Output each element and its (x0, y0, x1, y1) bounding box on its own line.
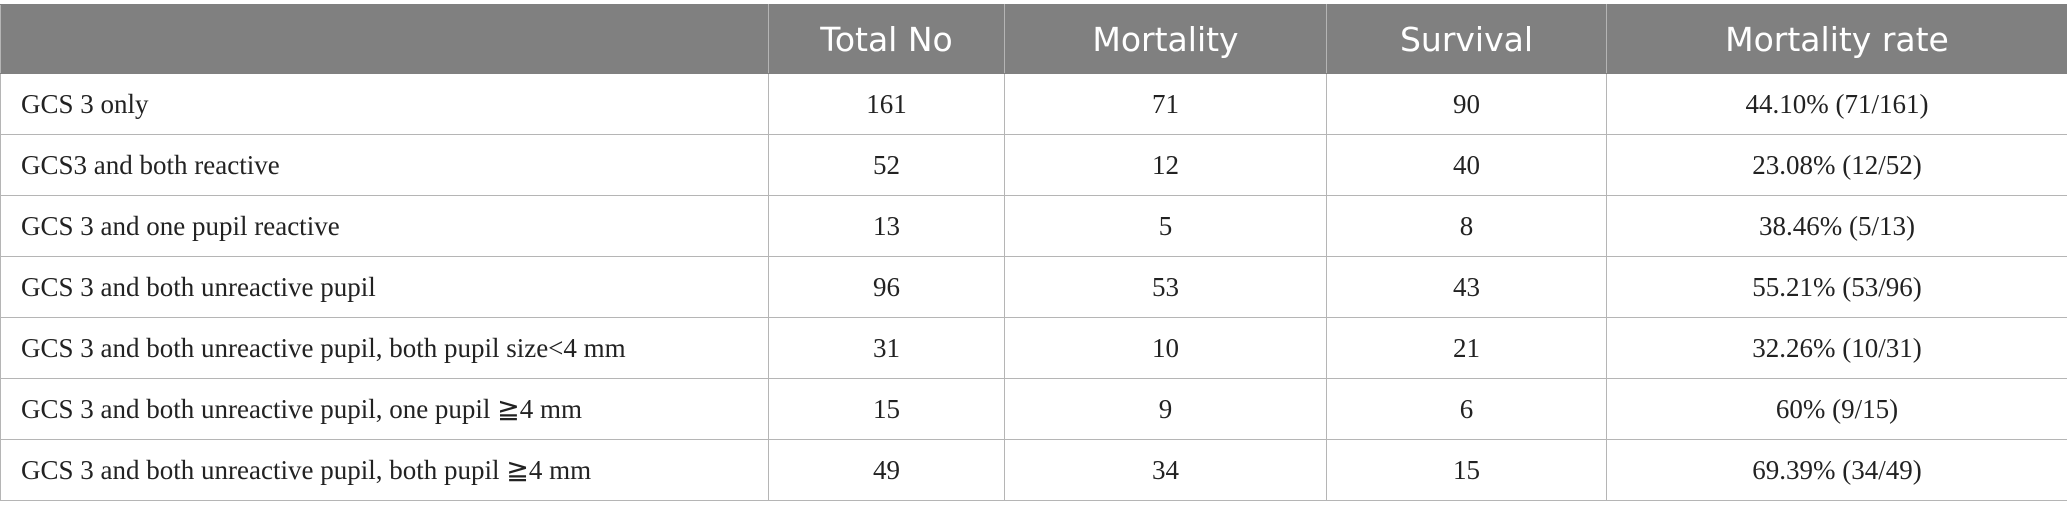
mortality-cell: 34 (1004, 439, 1327, 501)
mortality-rate-cell: 23.08% (12/52) (1606, 134, 2067, 196)
total-no-cell: 31 (768, 317, 1005, 379)
mortality-rate-cell: 55.21% (53/96) (1606, 256, 2067, 318)
header-row: Total No Mortality Survival Mortality ra… (0, 4, 2067, 74)
survival-cell: 40 (1326, 134, 1607, 196)
row-label: GCS 3 and both unreactive pupil, one pup… (0, 378, 769, 440)
mortality-rate-cell: 38.46% (5/13) (1606, 195, 2067, 257)
row-label: GCS 3 and both unreactive pupil, both pu… (0, 317, 769, 379)
row-label: GCS 3 and one pupil reactive (0, 195, 769, 257)
total-no-cell: 15 (768, 378, 1005, 440)
row-label: GCS 3 only (0, 73, 769, 135)
table-body: GCS 3 only 161 71 90 44.10% (71/161) GCS… (0, 73, 2067, 501)
survival-cell: 15 (1326, 439, 1607, 501)
table-header: Total No Mortality Survival Mortality ra… (0, 4, 2067, 74)
mortality-table: Total No Mortality Survival Mortality ra… (0, 4, 2067, 501)
row-label: GCS3 and both reactive (0, 134, 769, 196)
survival-cell: 8 (1326, 195, 1607, 257)
mortality-cell: 12 (1004, 134, 1327, 196)
header-cell-total-no: Total No (768, 4, 1005, 74)
mortality-rate-cell: 60% (9/15) (1606, 378, 2067, 440)
table-row: GCS 3 and both unreactive pupil, one pup… (0, 378, 2067, 440)
total-no-cell: 161 (768, 73, 1005, 135)
table-row: GCS 3 and one pupil reactive 13 5 8 38.4… (0, 195, 2067, 257)
total-no-cell: 96 (768, 256, 1005, 318)
mortality-cell: 53 (1004, 256, 1327, 318)
header-cell-survival: Survival (1326, 4, 1607, 74)
row-label: GCS 3 and both unreactive pupil, both pu… (0, 439, 769, 501)
mortality-cell: 71 (1004, 73, 1327, 135)
survival-cell: 90 (1326, 73, 1607, 135)
table-row: GCS 3 and both unreactive pupil, both pu… (0, 317, 2067, 379)
total-no-cell: 13 (768, 195, 1005, 257)
row-label: GCS 3 and both unreactive pupil (0, 256, 769, 318)
table-row: GCS3 and both reactive 52 12 40 23.08% (… (0, 134, 2067, 196)
mortality-cell: 5 (1004, 195, 1327, 257)
mortality-rate-cell: 69.39% (34/49) (1606, 439, 2067, 501)
survival-cell: 43 (1326, 256, 1607, 318)
header-cell-mortality-rate: Mortality rate (1606, 4, 2067, 74)
mortality-rate-cell: 32.26% (10/31) (1606, 317, 2067, 379)
mortality-rate-cell: 44.10% (71/161) (1606, 73, 2067, 135)
header-cell-label (0, 4, 769, 74)
survival-cell: 6 (1326, 378, 1607, 440)
mortality-cell: 9 (1004, 378, 1327, 440)
table-row: GCS 3 and both unreactive pupil 96 53 43… (0, 256, 2067, 318)
data-table-container: Total No Mortality Survival Mortality ra… (0, 4, 2067, 501)
survival-cell: 21 (1326, 317, 1607, 379)
mortality-cell: 10 (1004, 317, 1327, 379)
table-row: GCS 3 and both unreactive pupil, both pu… (0, 439, 2067, 501)
total-no-cell: 49 (768, 439, 1005, 501)
total-no-cell: 52 (768, 134, 1005, 196)
header-cell-mortality: Mortality (1004, 4, 1327, 74)
table-row: GCS 3 only 161 71 90 44.10% (71/161) (0, 73, 2067, 135)
